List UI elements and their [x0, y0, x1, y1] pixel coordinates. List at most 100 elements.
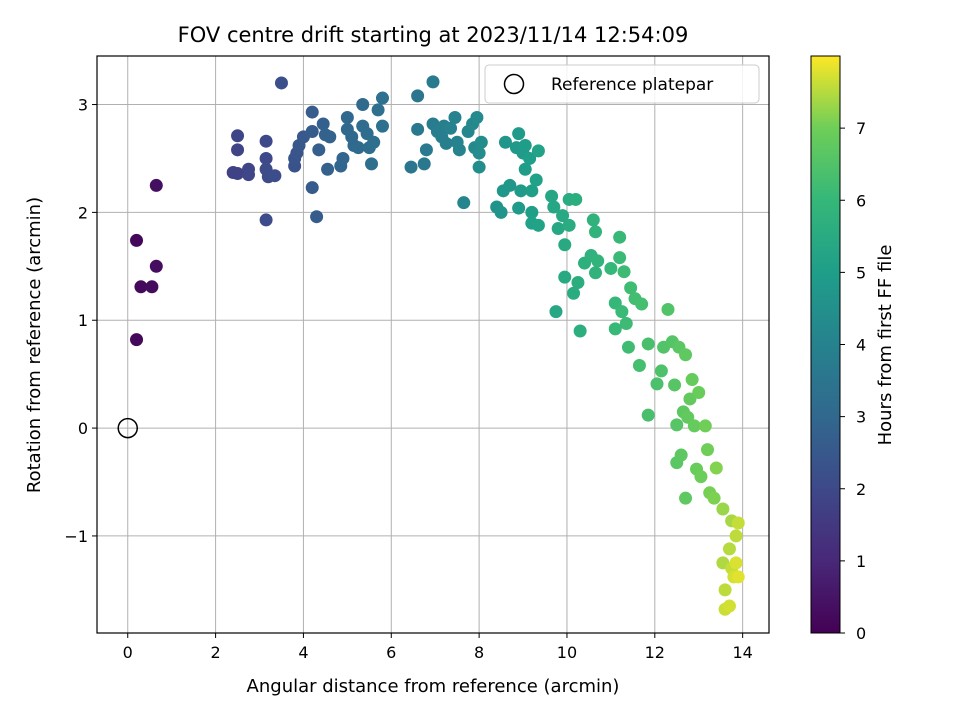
data-point	[259, 134, 273, 148]
data-point	[472, 146, 486, 160]
data-point	[547, 200, 561, 214]
data-point	[356, 98, 370, 112]
data-point	[365, 157, 379, 171]
data-point	[558, 270, 572, 284]
data-point	[321, 162, 335, 176]
data-point	[729, 556, 743, 570]
data-point	[731, 516, 745, 530]
data-point	[426, 75, 440, 89]
data-point	[531, 218, 545, 232]
data-point	[613, 230, 627, 244]
data-point	[336, 151, 350, 165]
data-point	[619, 316, 633, 330]
colorbar-tick-label: 1	[856, 552, 866, 571]
colorbar-tick-label: 5	[856, 263, 866, 282]
data-point	[545, 189, 559, 203]
data-point	[231, 143, 245, 157]
data-point	[470, 110, 484, 124]
data-point	[411, 122, 425, 136]
data-point	[525, 205, 539, 219]
data-point	[512, 201, 526, 215]
data-point	[323, 130, 337, 144]
data-point	[310, 210, 324, 224]
data-point	[498, 135, 512, 149]
data-point	[367, 135, 381, 149]
data-point	[722, 599, 736, 613]
colorbar-tick-label: 7	[856, 119, 866, 138]
data-point	[529, 173, 543, 187]
data-point	[316, 117, 330, 131]
data-point	[571, 275, 585, 289]
data-point	[231, 129, 245, 143]
y-tick-label: −1	[64, 527, 88, 546]
data-point	[457, 196, 471, 210]
legend-reference-marker	[503, 73, 525, 95]
data-point	[617, 265, 631, 279]
data-point	[404, 160, 418, 174]
data-point	[474, 135, 488, 149]
data-point	[375, 91, 389, 105]
legend-entry-reference: Reference platepar	[551, 75, 713, 95]
data-point	[641, 337, 655, 351]
data-point	[641, 408, 655, 422]
data-point	[698, 419, 712, 433]
data-point	[130, 333, 144, 347]
data-point	[305, 124, 319, 138]
data-point	[145, 280, 159, 294]
x-tick-label: 6	[386, 643, 396, 662]
data-point	[650, 377, 664, 391]
data-point	[718, 583, 732, 597]
data-point	[503, 178, 517, 192]
x-tick-label: 4	[298, 643, 308, 662]
data-point	[679, 491, 693, 505]
data-point	[305, 105, 319, 119]
data-point	[259, 213, 273, 227]
data-point	[586, 213, 600, 227]
data-point	[525, 184, 539, 198]
chart-title: FOV centre drift starting at 2023/11/14 …	[178, 23, 689, 47]
x-tick-label: 8	[474, 643, 484, 662]
data-point	[701, 443, 715, 457]
colorbar-tick-label: 0	[856, 624, 866, 643]
data-points	[130, 75, 745, 616]
data-point	[569, 192, 583, 206]
data-point	[514, 184, 528, 198]
data-point	[624, 281, 638, 295]
y-tick-label: 1	[78, 311, 88, 330]
data-point	[149, 259, 163, 273]
data-point	[351, 141, 365, 155]
data-point	[679, 348, 693, 362]
colorbar-tick-label: 4	[856, 336, 866, 355]
data-point	[417, 157, 431, 171]
colorbar-tick-label: 3	[856, 408, 866, 427]
data-point	[687, 419, 701, 433]
data-point	[312, 143, 326, 157]
data-point	[694, 470, 708, 484]
data-point	[654, 364, 668, 378]
data-point	[707, 491, 721, 505]
data-point	[371, 103, 385, 117]
data-point	[439, 136, 453, 150]
data-point	[340, 110, 354, 124]
x-tick-label: 10	[557, 643, 577, 662]
legend: Reference platepar	[484, 64, 760, 104]
data-point	[419, 143, 433, 157]
data-point	[549, 305, 563, 319]
reference-point-marker	[117, 417, 138, 439]
data-point	[567, 286, 581, 300]
data-point	[411, 89, 425, 103]
data-point	[632, 359, 646, 373]
data-point	[558, 238, 572, 252]
data-point	[562, 218, 576, 232]
data-point	[512, 127, 526, 141]
colorbar-ticks: 0 1 2 3 4 5 6 7	[840, 119, 866, 643]
data-point	[523, 151, 537, 165]
data-point	[452, 143, 466, 157]
x-tick-label: 12	[645, 643, 665, 662]
data-point	[674, 448, 688, 462]
data-point	[556, 209, 570, 223]
data-point	[551, 222, 565, 236]
colorbar-tick-label: 2	[856, 480, 866, 499]
